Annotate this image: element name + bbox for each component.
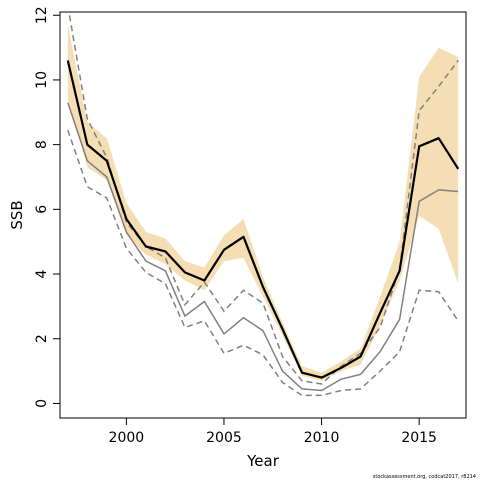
x-axis-title: Year	[246, 452, 280, 470]
y-tick-label: 2	[34, 334, 50, 343]
comparison-upper-line	[68, 12, 459, 385]
x-tick-label: 2010	[304, 430, 340, 446]
y-axis-title: SSB	[8, 200, 26, 229]
plot-frame	[59, 11, 467, 419]
credit-text: stockassessment.org, codcat2017, r8214	[373, 474, 476, 480]
estimate-line	[66, 60, 460, 379]
y-tick-label: 4	[34, 269, 50, 278]
y-tick-label: 0	[34, 399, 50, 408]
y-tick-label: 12	[34, 6, 50, 24]
y-tick-label: 10	[34, 71, 50, 89]
plot-area	[66, 12, 460, 397]
y-tick-label: 8	[34, 140, 50, 149]
y-tick-label: 6	[34, 205, 50, 214]
comparison-lower-line	[67, 129, 459, 397]
x-tick-label: 2005	[206, 430, 242, 446]
x-tick-label: 2000	[109, 430, 145, 446]
comparison-estimate-line	[67, 102, 459, 392]
confidence-band	[67, 24, 459, 381]
axes: 2000 2005 2010 2015 0 2 4 6 8 10 12	[34, 6, 437, 446]
x-tick-label: 2015	[401, 430, 437, 446]
